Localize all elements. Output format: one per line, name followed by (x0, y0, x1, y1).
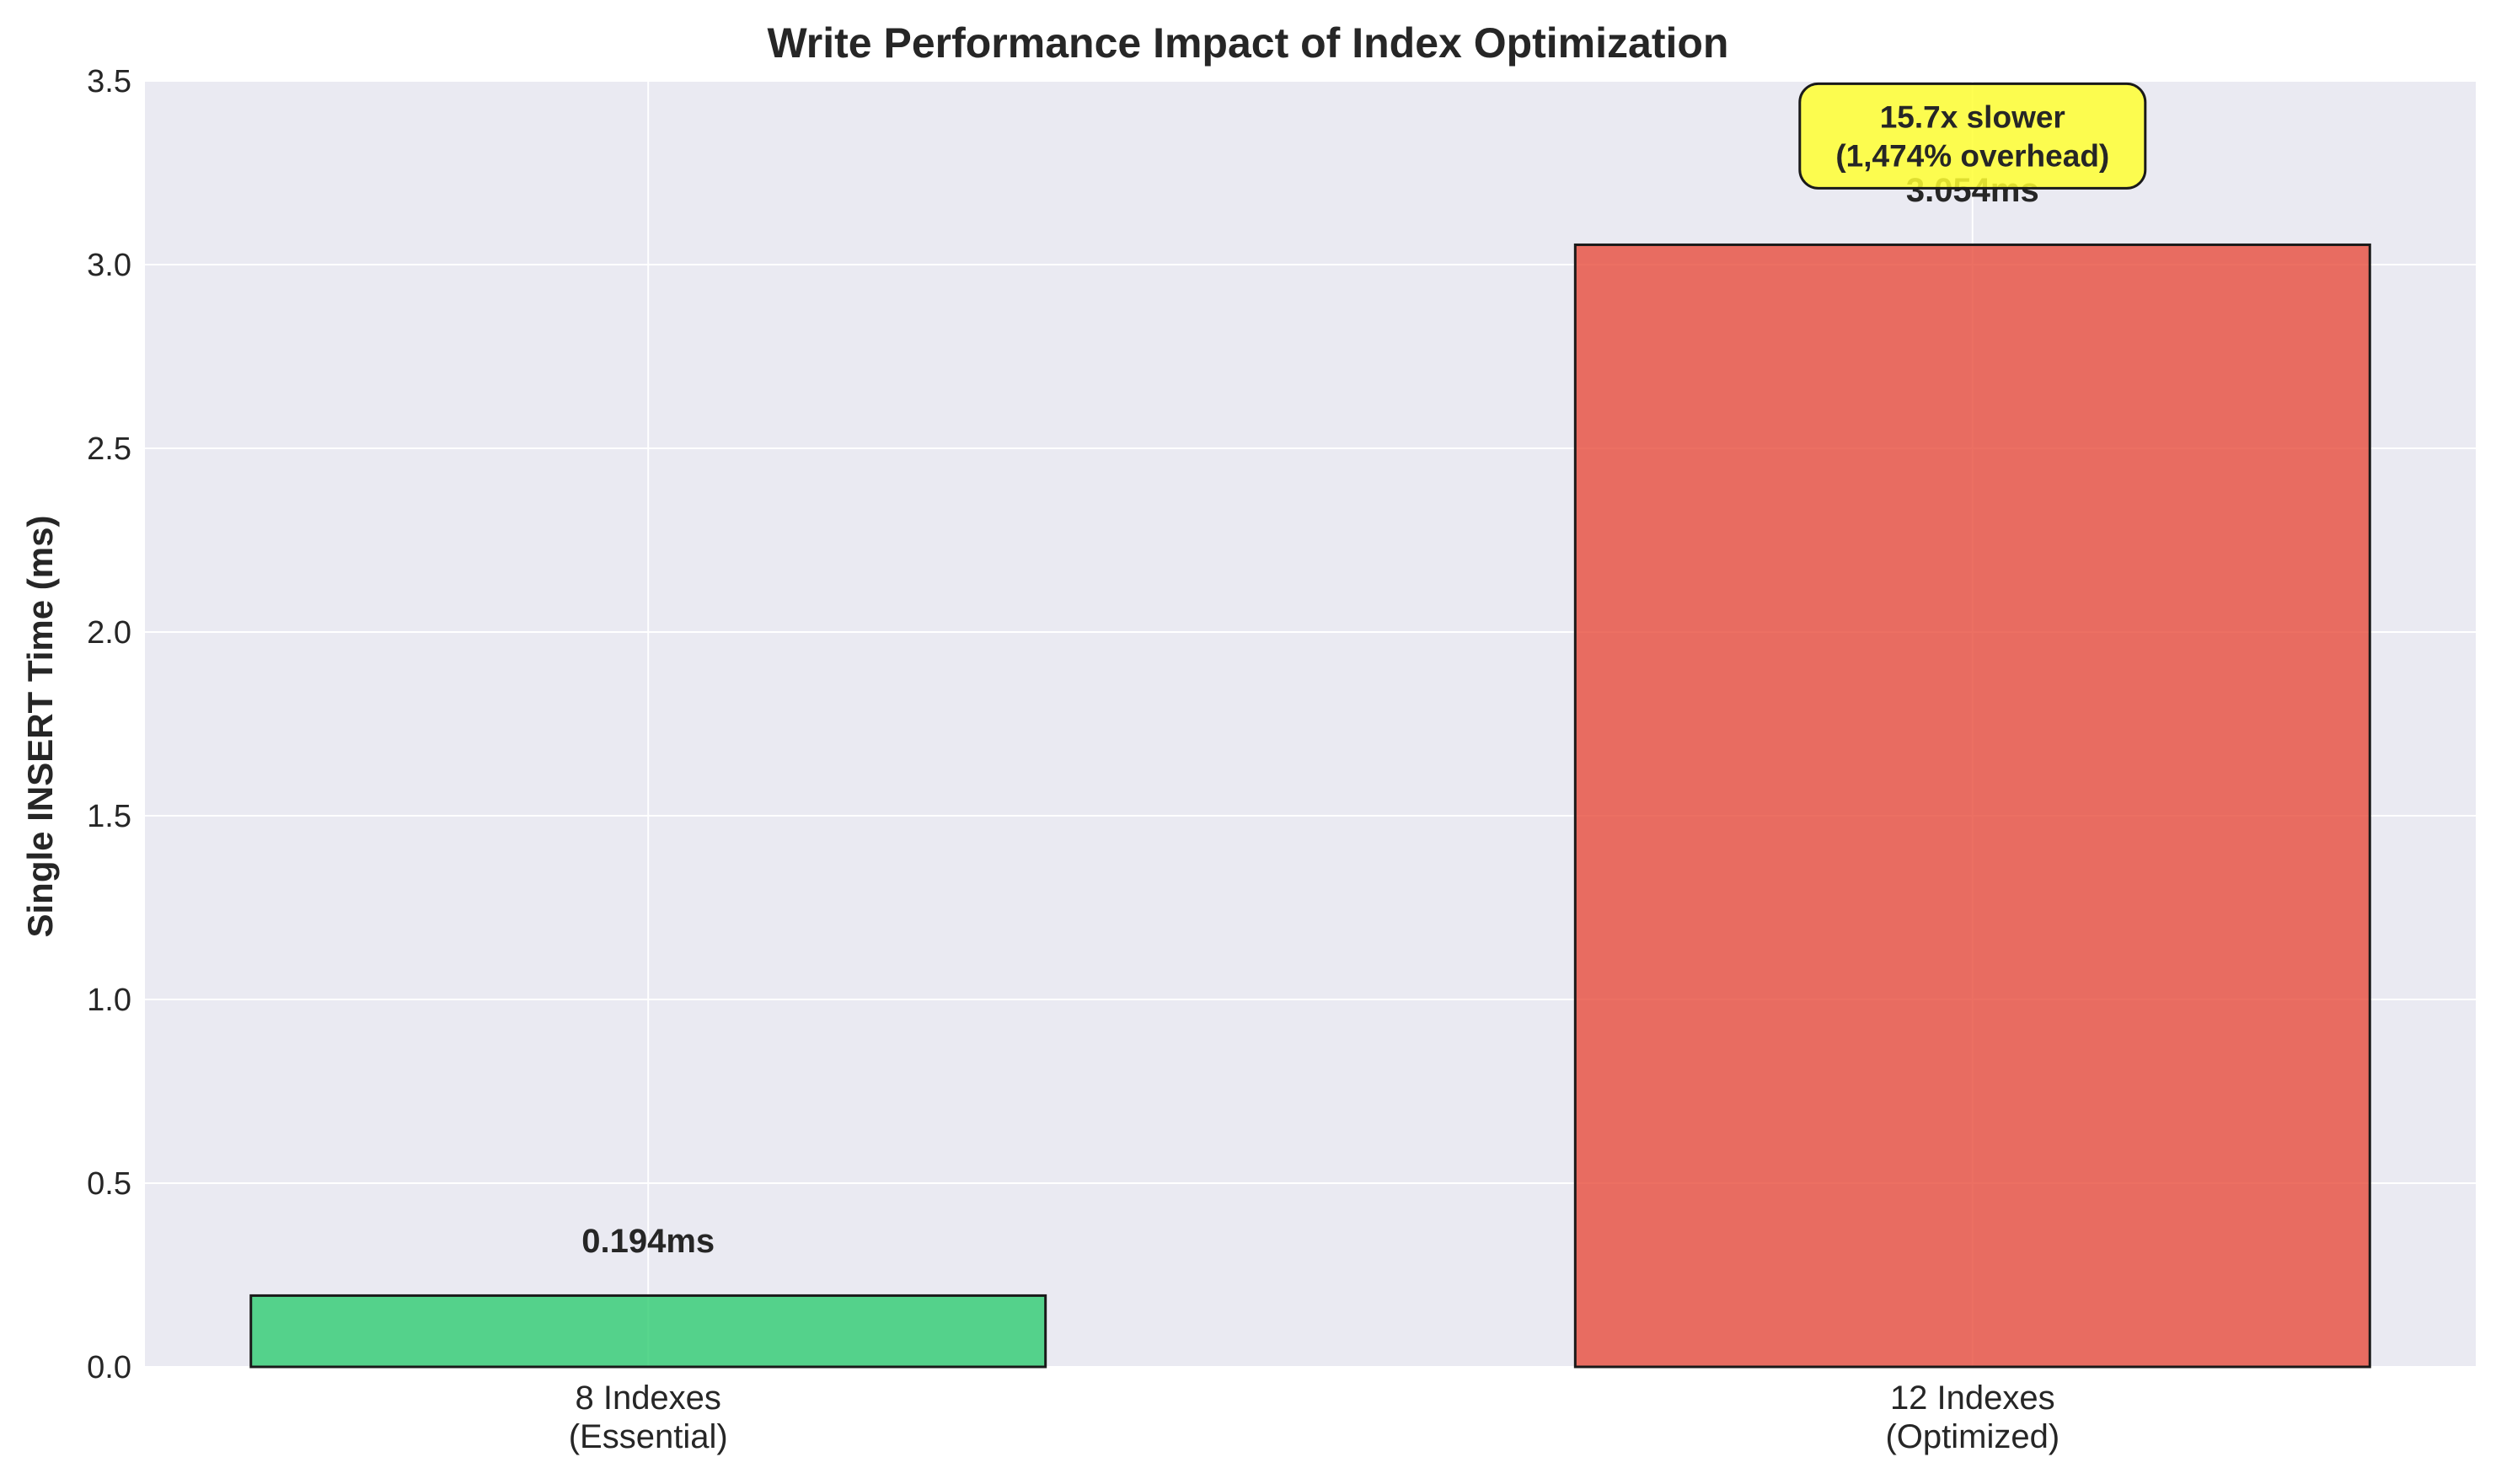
value-label: 0.194ms (581, 1223, 715, 1260)
x-tick-label: 8 Indexes (575, 1380, 720, 1417)
y-tick-label: 1.0 (87, 983, 131, 1018)
bars (249, 243, 2371, 1369)
y-tick-label: 2.0 (87, 615, 131, 651)
y-tick-label: 0.5 (87, 1166, 131, 1202)
x-tick-label: 12 Indexes (1890, 1380, 2055, 1417)
annotation-text: (1,474% overhead) (1835, 138, 2109, 173)
x-axis-ticks: 8 Indexes(Essential) 12 Indexes(Optimized… (569, 1380, 2059, 1455)
y-tick-label: 3.0 (87, 248, 131, 283)
annotation-background (1798, 82, 2147, 190)
annotation-text: 15.7x slower (1880, 99, 2065, 134)
y-axis-label: Single INSERT Time (ms) (20, 516, 60, 938)
y-tick-label: 1.5 (87, 799, 131, 834)
x-tick-label: (Optimized) (1885, 1418, 2059, 1455)
y-tick-label: 3.5 (87, 64, 131, 99)
y-tick-label: 2.5 (87, 431, 131, 467)
y-tick-label: 0.0 (87, 1350, 131, 1385)
annotation-box: 15.7x slower (1,474% overhead) (1798, 82, 2147, 190)
chart-title: Write Performance Impact of Index Optimi… (768, 19, 1729, 67)
y-axis-ticks: 0.0 0.5 1.0 1.5 2.0 2.5 3.0 3.5 (87, 64, 131, 1385)
bar (249, 1294, 1047, 1369)
x-tick-label: (Essential) (569, 1418, 728, 1455)
bar (1573, 243, 2371, 1369)
